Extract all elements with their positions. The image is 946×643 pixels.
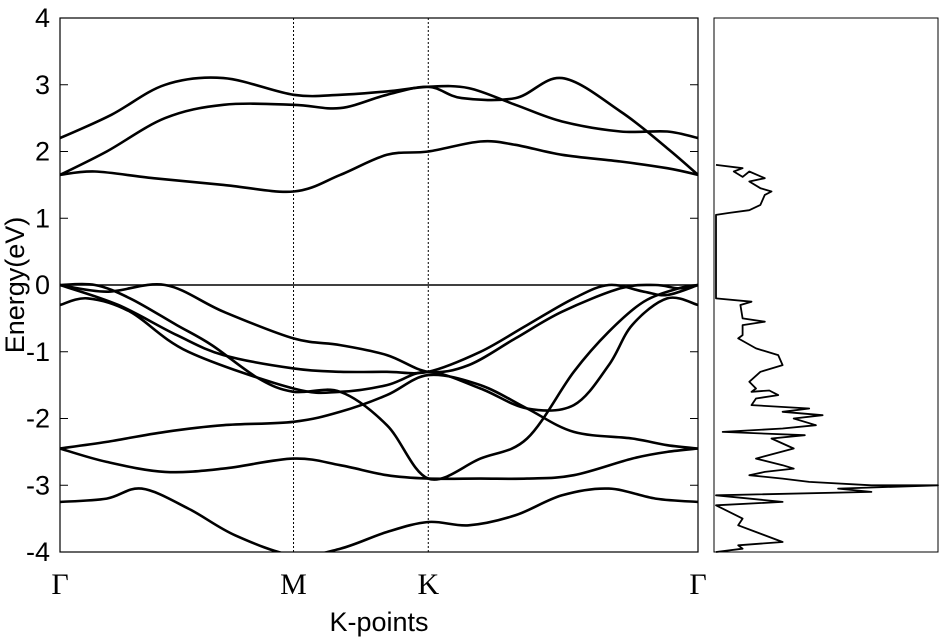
band-line: [60, 447, 698, 481]
y-tick-label: -2: [26, 404, 50, 434]
band-line: [60, 76, 698, 177]
dos-plot-frame: [713, 17, 939, 553]
band-panel: 4 3 2 1 0 -1 -2 -3 -4 Γ M K Γ K-points Energy(eV): [0, 3, 707, 637]
y-tick-label: -3: [26, 470, 50, 500]
high-symmetry-lines: [293, 18, 429, 552]
x-tick-label: Γ: [51, 568, 68, 601]
x-tick-label: K: [417, 568, 439, 601]
dos-curve: [715, 164, 939, 553]
x-tick-label: M: [280, 568, 307, 601]
y-axis-ticks: 4 3 2 1 0 -1 -2 -3 -4: [26, 3, 698, 567]
band-line: [60, 283, 698, 374]
band-line: [60, 283, 698, 375]
y-tick-label: 3: [35, 70, 50, 100]
dos-panel: [713, 17, 939, 553]
x-axis-label: K-points: [329, 607, 428, 637]
band-line: [60, 282, 698, 481]
band-curves: [60, 76, 698, 552]
y-tick-label: 4: [35, 3, 50, 33]
y-tick-label: 0: [35, 270, 50, 300]
band-line: [60, 139, 698, 194]
y-tick-label: -1: [26, 337, 50, 367]
y-axis-label: Energy(eV): [0, 217, 30, 354]
band-line: [60, 487, 698, 552]
y-tick-label: 2: [35, 137, 50, 167]
band-line: [60, 76, 698, 140]
y-tick-label: 1: [35, 203, 50, 233]
y-tick-label: -4: [26, 537, 50, 567]
band-line: [60, 373, 698, 450]
x-tick-label: Γ: [689, 568, 706, 601]
